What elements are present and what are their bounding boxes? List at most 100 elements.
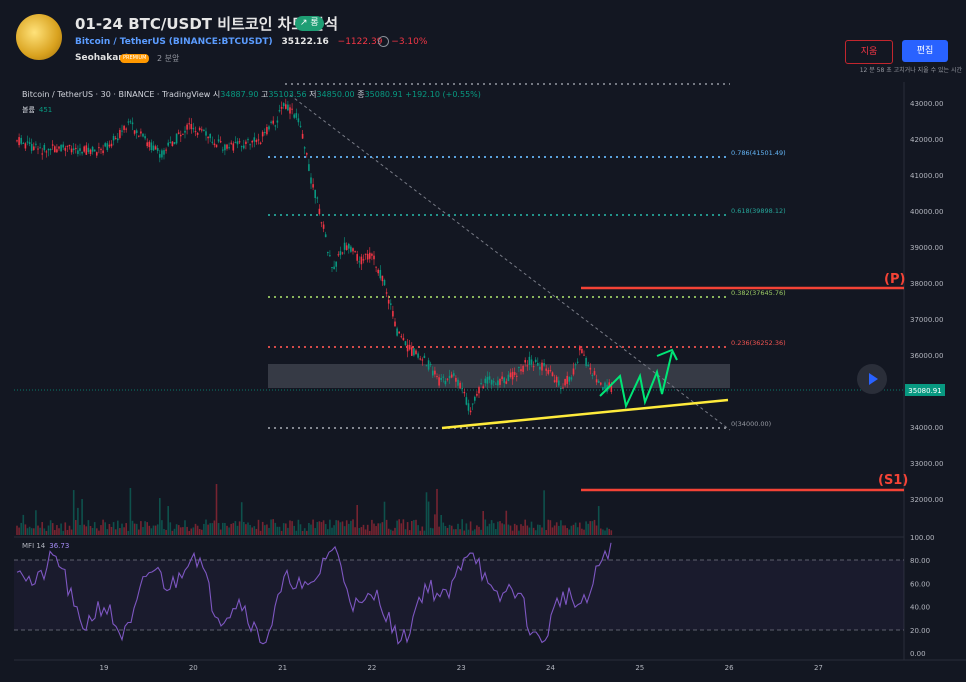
delete-button[interactable]: 지움	[845, 40, 893, 64]
candle-body	[196, 132, 199, 135]
candle-body	[182, 133, 184, 135]
volume-bar	[312, 519, 314, 535]
candle-body	[570, 377, 573, 380]
candle-body	[114, 138, 117, 140]
candle-body	[201, 129, 203, 131]
candle-body	[203, 129, 205, 131]
symbol-code-link[interactable]: (BINANCE:BTCUSDT)	[168, 37, 273, 47]
candle-body	[228, 147, 230, 149]
candle-body	[211, 141, 214, 143]
volume-bar	[402, 519, 405, 535]
volume-bar	[488, 523, 491, 535]
volume-bar	[266, 524, 268, 535]
volume-bar	[289, 520, 291, 535]
volume-bar	[318, 521, 321, 535]
candle-body	[453, 373, 455, 376]
candle-body	[348, 243, 350, 249]
volume-bar	[327, 529, 329, 535]
volume-bar	[182, 527, 184, 535]
volume-bar	[387, 528, 390, 535]
candle-body	[381, 275, 384, 282]
candle-body	[144, 136, 146, 139]
volume-bar	[135, 523, 138, 535]
volume-bar	[303, 528, 306, 535]
volume-bar	[606, 527, 608, 535]
volume-bar	[316, 521, 319, 535]
volume-bar	[167, 506, 169, 535]
candle-body	[60, 144, 62, 152]
candle-body	[303, 147, 306, 149]
volume-bar	[70, 529, 73, 535]
volume-bar	[215, 484, 218, 535]
mfi-line	[16, 542, 612, 645]
author-avatar[interactable]	[16, 14, 62, 60]
candle-body	[434, 370, 436, 375]
volume-bar	[291, 521, 293, 535]
volume-bar	[127, 530, 130, 535]
volume-bar	[396, 520, 398, 535]
symbol-name-link[interactable]: Bitcoin / TetherUS	[75, 37, 166, 47]
volume-bar	[138, 529, 140, 535]
volume-bar	[169, 522, 172, 535]
volume-bar	[513, 523, 516, 535]
alarm-clock-icon[interactable]	[378, 36, 389, 47]
candle-body	[354, 251, 356, 253]
time-tick: 23	[457, 664, 466, 672]
volume-bar	[434, 514, 436, 535]
volume-bar	[425, 492, 428, 535]
author-name[interactable]: Seohakant	[75, 53, 130, 63]
volume-bar	[373, 523, 375, 535]
projection-path[interactable]	[599, 351, 673, 410]
mfi-axis[interactable]: 100.00 80.00 60.00 40.00 20.00 0.00	[910, 534, 935, 658]
candle-body	[169, 142, 172, 144]
volume-bar	[490, 520, 493, 535]
candle-body	[490, 379, 493, 385]
volume-bar	[72, 490, 75, 535]
volume-bar	[501, 523, 503, 535]
candle-body	[217, 139, 220, 142]
price-axis[interactable]: 43000.00 42000.00 41000.00 40000.00 39000.00…	[910, 100, 943, 504]
candle-body	[274, 125, 277, 127]
candle-body	[165, 149, 167, 151]
candle-body	[408, 344, 411, 350]
volume-bar	[568, 529, 571, 535]
edit-button[interactable]: 편집	[902, 40, 948, 62]
candle-body	[377, 269, 379, 274]
volume-bar	[201, 529, 203, 535]
volume-bar	[196, 525, 199, 535]
candle-body	[291, 108, 293, 110]
fib-level-label: 0.382(37645.76)	[731, 289, 786, 297]
candle-body	[385, 292, 388, 294]
volume-bar	[98, 530, 100, 535]
candle-body	[413, 348, 415, 356]
support-trendline[interactable]	[441, 398, 729, 430]
candle-body	[100, 148, 102, 150]
volume-bar	[369, 530, 371, 535]
price-chart[interactable]: 0.786(41501.49) 0.618(39898.12) 0.382(3764…	[0, 82, 966, 682]
candle-body	[604, 382, 606, 389]
candle-body	[459, 382, 461, 389]
candle-body	[324, 234, 327, 238]
candle-body	[98, 147, 100, 149]
candle-body	[513, 372, 516, 375]
candle-body	[135, 130, 138, 134]
candle-body	[222, 149, 224, 151]
volume-bar	[165, 529, 167, 535]
candle-body	[597, 380, 600, 383]
fib-retracement[interactable]: 0.786(41501.49) 0.618(39898.12) 0.382(3764…	[268, 83, 786, 429]
play-replay-button[interactable]	[857, 364, 887, 394]
volume-bar	[503, 524, 505, 535]
candle-body	[537, 362, 539, 366]
volume-bar	[272, 519, 274, 535]
time-axis[interactable]: 19 20 21 22 23 24 25 26 27	[100, 664, 823, 672]
volume-bar	[392, 530, 394, 535]
candle-body	[480, 383, 482, 385]
candle-body	[257, 139, 260, 141]
candle-body	[56, 149, 58, 153]
volume-bar	[184, 520, 186, 535]
volume-bar	[459, 529, 461, 535]
volume-bar	[18, 527, 20, 535]
volume-bar	[299, 524, 302, 535]
candle-body	[131, 122, 134, 125]
downtrend-line[interactable]	[289, 94, 731, 431]
